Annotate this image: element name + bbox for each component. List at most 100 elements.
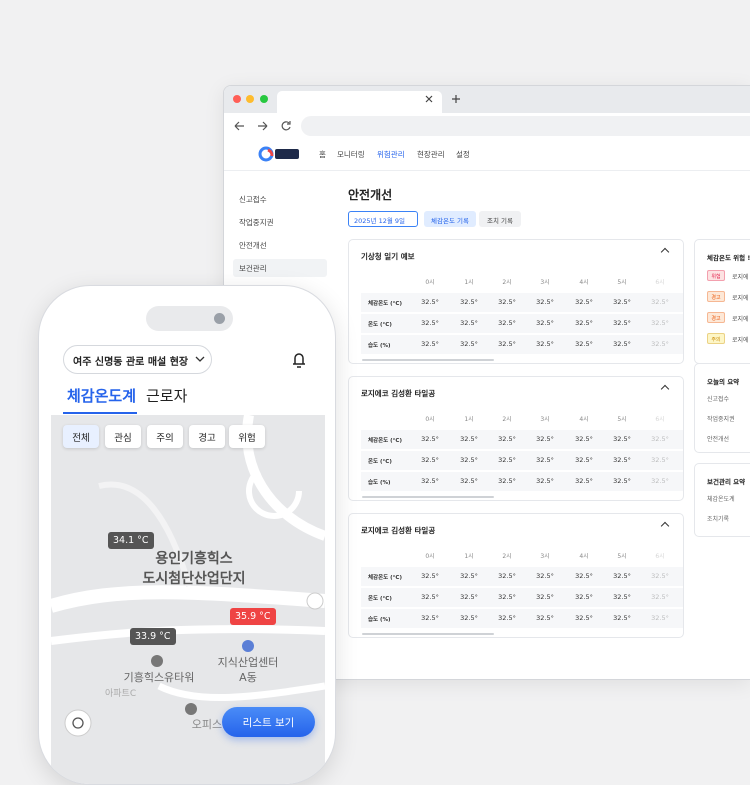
cell-value: 32.5° [575, 319, 593, 327]
column-header: 4시 [579, 279, 589, 286]
column-header: 2시 [502, 553, 512, 560]
filter-chip[interactable]: 주의 [147, 425, 183, 448]
nav-item[interactable]: 홈 [319, 150, 326, 159]
cell-value: 32.5° [536, 614, 554, 622]
filter-chip[interactable]: 경고 [189, 425, 225, 448]
column-header: 5시 [617, 416, 627, 423]
location-selector[interactable]: 여주 신명동 관로 매설 현장 [63, 345, 212, 374]
cell-value: 32.5° [651, 593, 669, 601]
risk-text: 로지에 [732, 337, 749, 344]
row-band [361, 588, 683, 607]
cell-value: 32.5° [536, 435, 554, 443]
cell-value: 32.5° [498, 435, 516, 443]
collapse-icon[interactable] [660, 521, 670, 531]
sidebar-item[interactable]: 안전개선 [239, 241, 267, 250]
cell-value: 32.5° [498, 298, 516, 306]
cell-value: 32.5° [460, 435, 478, 443]
sidebar-item[interactable]: 보건관리 [233, 259, 327, 277]
risk-text: 로지에 [732, 295, 749, 302]
browser-window: 홈 모니터링 위험관리 현장관리 설정 신고접수 작업중지권 안전개선 보건관리 안전개선 2025… [223, 85, 750, 680]
tab-underline [63, 412, 137, 414]
row-band [361, 335, 683, 354]
nav-item[interactable]: 모니터링 [337, 150, 365, 159]
panel-item: 조치기록 [707, 516, 730, 523]
table-card: 로지에코 김성환 타일공 0시 1시 2시 3시 4시 5시 6시 체감온도 (°C) 32.5°… [348, 513, 684, 638]
column-header: 6시 [655, 416, 665, 423]
map-label: 도시첨단산업단지 [142, 571, 246, 587]
cell-value: 32.5° [651, 614, 669, 622]
sidebar-item[interactable]: 작업중지권 [239, 218, 274, 227]
cell-value: 32.5° [613, 456, 631, 464]
cell-value: 32.5° [421, 572, 439, 580]
filter-button[interactable]: 조치 기록 [479, 211, 521, 227]
row-band [361, 567, 683, 586]
row-band [361, 472, 683, 491]
collapse-icon[interactable] [660, 247, 670, 257]
map-label: 용인기흥힉스 [155, 551, 233, 567]
cell-value: 32.5° [421, 456, 439, 464]
row-band [361, 430, 683, 449]
cell-value: 32.5° [651, 298, 669, 306]
cell-value: 32.5° [536, 572, 554, 580]
filter-chip[interactable]: 전체 [63, 425, 99, 448]
cell-value: 32.5° [613, 614, 631, 622]
card-title: 로지에코 김성환 타일공 [361, 389, 436, 398]
scrollbar [362, 359, 494, 361]
cell-value: 32.5° [575, 435, 593, 443]
scrollbar [362, 496, 494, 498]
tab[interactable]: 체감온도계 [67, 387, 137, 405]
sidebar-item[interactable]: 신고접수 [239, 195, 267, 204]
column-header: 1시 [464, 416, 474, 423]
map-label: 기흥힉스유타워 [123, 671, 195, 684]
cell-value: 32.5° [613, 572, 631, 580]
list-button[interactable]: 리스트 보기 [222, 707, 315, 737]
date-picker[interactable]: 2025년 12월 9일 [348, 211, 418, 227]
column-header: 0시 [425, 553, 435, 560]
column-header: 0시 [425, 279, 435, 286]
column-header: 2시 [502, 416, 512, 423]
cell-value: 32.5° [651, 340, 669, 348]
panel-item: 안전개선 [707, 436, 730, 443]
row-label: 습도 (%) [368, 343, 391, 349]
map-label: 아파트C [105, 689, 137, 699]
risk-panel: 체감온도 위험 ! 위험 로지에 경고 로지에 경고 로지에 주의 로지에 [694, 239, 750, 364]
cell-value: 32.5° [536, 477, 554, 485]
column-header: 6시 [655, 553, 665, 560]
cell-value: 32.5° [575, 614, 593, 622]
cell-value: 32.5° [536, 298, 554, 306]
tab[interactable]: 근로자 [146, 387, 188, 405]
filter-chip[interactable]: 위험 [229, 425, 265, 448]
cell-value: 32.5° [460, 593, 478, 601]
cell-value: 32.5° [460, 298, 478, 306]
filter-chip[interactable]: 관심 [105, 425, 141, 448]
row-band [361, 609, 683, 628]
nav-item[interactable]: 현장관리 [417, 150, 445, 159]
row-label: 습도 (%) [368, 617, 391, 623]
cell-value: 32.5° [498, 572, 516, 580]
column-header: 3시 [540, 416, 550, 423]
table-card: 기상청 일기 예보 0시 1시 2시 3시 4시 5시 6시 체감온도 (°C) 32.5° 32.… [348, 239, 684, 364]
nav-item[interactable]: 위험관리 [377, 150, 405, 159]
cell-value: 32.5° [460, 614, 478, 622]
column-header: 1시 [464, 553, 474, 560]
cell-value: 32.5° [460, 340, 478, 348]
cell-value: 32.5° [498, 477, 516, 485]
filter-button[interactable]: 체감온도 기록 [424, 211, 476, 227]
health-panel: 보건관리 요약 체감온도계 조치기록 [694, 463, 750, 537]
cell-value: 32.5° [498, 319, 516, 327]
nav-item[interactable]: 설정 [456, 150, 470, 159]
collapse-icon[interactable] [660, 384, 670, 394]
cell-value: 32.5° [536, 340, 554, 348]
cell-value: 32.5° [421, 319, 439, 327]
risk-badge: 경고 [707, 312, 725, 323]
risk-badge: 주의 [707, 333, 725, 344]
cell-value: 32.5° [651, 319, 669, 327]
cell-value: 32.5° [613, 319, 631, 327]
page-title: 안전개선 [348, 188, 393, 202]
temperature-marker[interactable]: 33.9 °C [130, 628, 176, 645]
summary-panel: 오늘의 요약 신고접수 작업중지권 안전개선 [694, 363, 750, 453]
temperature-marker[interactable]: 35.9 °C [230, 608, 276, 625]
temperature-marker[interactable]: 34.1 °C [108, 532, 154, 549]
column-header: 4시 [579, 416, 589, 423]
